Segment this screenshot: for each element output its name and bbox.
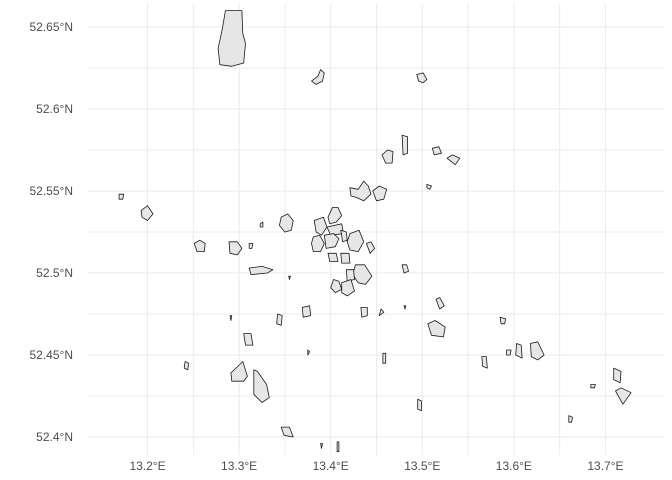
map-region-53 bbox=[253, 369, 270, 403]
graticule bbox=[88, 4, 665, 455]
longitude-tick-labels: 13.2°E 13.3°E 13.4°E 13.5°E 13.6°E 13.7°E bbox=[129, 459, 623, 473]
map-region-36 bbox=[403, 305, 407, 310]
region-polygons bbox=[118, 10, 632, 453]
map-region-02 bbox=[311, 69, 325, 85]
y-tick-label: 52.45°N bbox=[30, 348, 74, 362]
map-region-29 bbox=[288, 275, 291, 280]
map-region-50 bbox=[481, 356, 488, 369]
map-region-46 bbox=[530, 341, 545, 361]
x-tick-label: 13.3°E bbox=[221, 459, 257, 473]
map-region-55 bbox=[590, 384, 596, 389]
map-region-47 bbox=[506, 349, 512, 356]
map-region-12 bbox=[140, 205, 154, 221]
map-region-09 bbox=[372, 185, 388, 202]
map-region-41 bbox=[229, 315, 233, 321]
map-region-48 bbox=[307, 349, 311, 356]
map-region-19 bbox=[228, 241, 243, 256]
map-region-30 bbox=[401, 264, 410, 274]
map-region-03 bbox=[416, 72, 428, 84]
y-tick-label: 52.4°N bbox=[36, 430, 73, 444]
x-tick-label: 13.5°E bbox=[404, 459, 440, 473]
y-tick-label: 52.55°N bbox=[30, 184, 74, 198]
map-region-05 bbox=[381, 149, 394, 164]
map-region-34 bbox=[341, 279, 355, 297]
map-region-40 bbox=[276, 313, 283, 326]
map-region-06 bbox=[431, 146, 442, 156]
latitude-tick-labels: 52.4°N 52.45°N 52.5°N 52.55°N 52.6°N 52.65°N bbox=[30, 20, 74, 444]
map-region-08 bbox=[349, 180, 372, 202]
map-region-27 bbox=[340, 252, 351, 264]
map-region-37 bbox=[301, 305, 312, 318]
x-tick-label: 13.7°E bbox=[587, 459, 623, 473]
map-region-22 bbox=[323, 233, 340, 249]
map-region-58 bbox=[568, 415, 573, 423]
map-region-38 bbox=[360, 306, 368, 318]
map-region-33 bbox=[330, 279, 343, 294]
x-tick-label: 13.6°E bbox=[496, 459, 532, 473]
map-region-23 bbox=[340, 229, 348, 243]
map-region-43 bbox=[499, 316, 507, 325]
map-region-14 bbox=[327, 206, 343, 225]
map-region-44 bbox=[243, 333, 254, 346]
map-region-60 bbox=[320, 443, 323, 449]
map-region-42 bbox=[427, 320, 446, 338]
map-region-11 bbox=[118, 193, 125, 200]
map-region-51 bbox=[183, 361, 190, 371]
map-region-07 bbox=[446, 154, 461, 166]
map-region-18 bbox=[193, 239, 206, 253]
map-region-21 bbox=[311, 234, 325, 253]
map-region-26 bbox=[327, 252, 339, 262]
map-region-20 bbox=[248, 242, 254, 249]
x-tick-label: 13.4°E bbox=[313, 459, 349, 473]
map-region-25 bbox=[365, 241, 376, 254]
map-region-59 bbox=[280, 426, 294, 438]
map-region-54 bbox=[613, 367, 622, 384]
map-region-49 bbox=[382, 352, 387, 364]
map-region-17 bbox=[259, 221, 264, 228]
map-region-45 bbox=[515, 343, 523, 359]
map-region-15 bbox=[313, 216, 328, 236]
map-region-39 bbox=[378, 308, 385, 317]
map-region-28 bbox=[248, 265, 274, 276]
map-region-56 bbox=[615, 387, 632, 405]
map-region-52 bbox=[230, 361, 248, 382]
y-tick-label: 52.65°N bbox=[30, 20, 74, 34]
map-region-24 bbox=[346, 229, 365, 253]
x-tick-label: 13.2°E bbox=[129, 459, 165, 473]
map-region-13 bbox=[278, 213, 294, 233]
map-region-61 bbox=[336, 441, 340, 453]
map-region-35 bbox=[435, 297, 445, 310]
y-tick-label: 52.6°N bbox=[36, 102, 73, 116]
map-region-32 bbox=[345, 269, 355, 282]
map-region-31 bbox=[352, 264, 373, 285]
map-region-57 bbox=[417, 398, 422, 412]
y-tick-label: 52.5°N bbox=[36, 266, 73, 280]
map-region-04 bbox=[401, 134, 409, 156]
map-region-01 bbox=[217, 10, 246, 67]
map-region-10 bbox=[426, 183, 432, 190]
